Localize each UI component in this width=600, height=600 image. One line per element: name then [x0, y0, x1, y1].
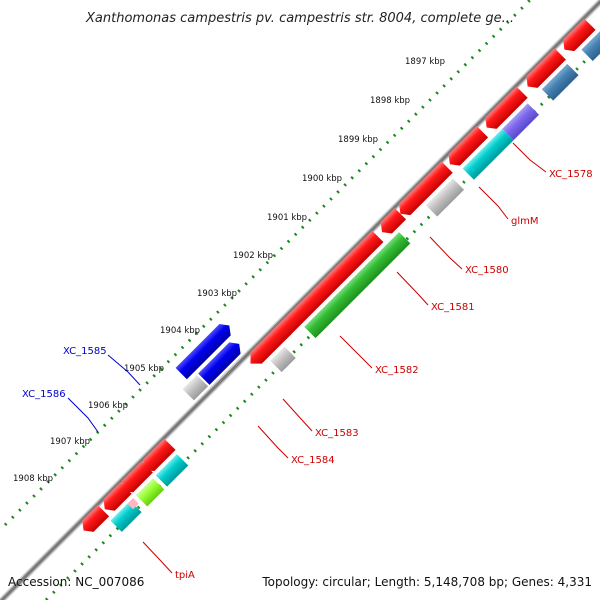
cds-arrow[interactable]	[270, 230, 384, 344]
cds-arrow[interactable]	[118, 461, 153, 496]
feature-block-grey[interactable]	[182, 374, 209, 401]
cds-arrow[interactable]	[99, 482, 132, 515]
cds-arrow[interactable]	[139, 438, 176, 476]
feature-block-lime[interactable]	[135, 478, 165, 507]
cds-arrow[interactable]	[444, 126, 489, 170]
gene-label-xc-1581[interactable]: XC_1581	[431, 302, 475, 313]
feature-block-cyan[interactable]	[462, 128, 514, 180]
accession-label: Accession: NC_007086	[8, 575, 144, 589]
feature-block-grey[interactable]	[270, 346, 296, 373]
kbp-label: 1901 kbp	[267, 213, 307, 223]
feature-block-steelblue[interactable]	[541, 63, 579, 101]
cds-arrow[interactable]	[395, 161, 453, 219]
gene-label-xc-1580[interactable]: XC_1580	[465, 265, 509, 276]
gene-label-glmm[interactable]: glmM	[511, 216, 539, 227]
cds-arrow[interactable]	[376, 208, 407, 238]
label-leaders	[67, 142, 547, 574]
kbp-label: 1904 kbp	[160, 326, 200, 336]
forward-gene-arrow[interactable]	[175, 320, 235, 380]
kbp-label: 1905 kbp	[124, 364, 164, 374]
feature-block-grey[interactable]	[425, 178, 465, 217]
kbp-label: 1898 kbp	[370, 96, 410, 106]
feature-block-purple[interactable]	[502, 103, 540, 141]
kbp-label: 1902 kbp	[233, 251, 273, 261]
cds-arrow[interactable]	[245, 338, 276, 369]
gene-label-xc-1584[interactable]: XC_1584	[291, 455, 335, 466]
gene-label-xc-1578[interactable]: XC_1578	[549, 169, 593, 180]
kbp-label: 1907 kbp	[50, 437, 90, 447]
kbp-label: 1899 kbp	[338, 135, 378, 145]
genome-summary-label: Topology: circular; Length: 5,148,708 bp…	[261, 575, 592, 589]
gene-label-xc-1585[interactable]: XC_1585	[63, 346, 107, 357]
kbp-tick-track-outer	[3, 0, 533, 527]
gene-labels: XC_1578 glmM XC_1580 XC_1581 XC_1582 XC_…	[22, 169, 593, 581]
gene-label-xc-1586[interactable]: XC_1586	[22, 389, 66, 400]
cds-arrow[interactable]	[481, 86, 528, 133]
kbp-label: 1897 kbp	[405, 57, 445, 67]
feature-block-steelblue[interactable]	[581, 28, 600, 61]
map-title: Xanthomonas campestris pv. campestris st…	[85, 11, 514, 26]
cds-arrow[interactable]	[78, 505, 110, 536]
kbp-label: 1903 kbp	[197, 289, 237, 299]
gene-label-xc-1582[interactable]: XC_1582	[375, 365, 419, 376]
gene-label-xc-1583[interactable]: XC_1583	[315, 428, 359, 439]
kbp-label: 1908 kbp	[13, 474, 53, 484]
kbp-ruler: 1897 kbp 1898 kbp 1899 kbp 1900 kbp 1901…	[13, 57, 445, 484]
kbp-label: 1906 kbp	[88, 401, 128, 411]
gene-label-tpia[interactable]: tpiA	[175, 570, 195, 581]
cds-arrow[interactable]	[522, 48, 566, 92]
feature-tracks	[78, 18, 600, 536]
forward-gene-arrow[interactable]	[198, 338, 245, 385]
feature-block-green[interactable]	[304, 232, 411, 339]
cds-arrow[interactable]	[559, 18, 596, 56]
feature-block-cyan[interactable]	[155, 454, 189, 487]
cds-arrow[interactable]	[259, 322, 292, 356]
kbp-label: 1900 kbp	[302, 174, 342, 184]
